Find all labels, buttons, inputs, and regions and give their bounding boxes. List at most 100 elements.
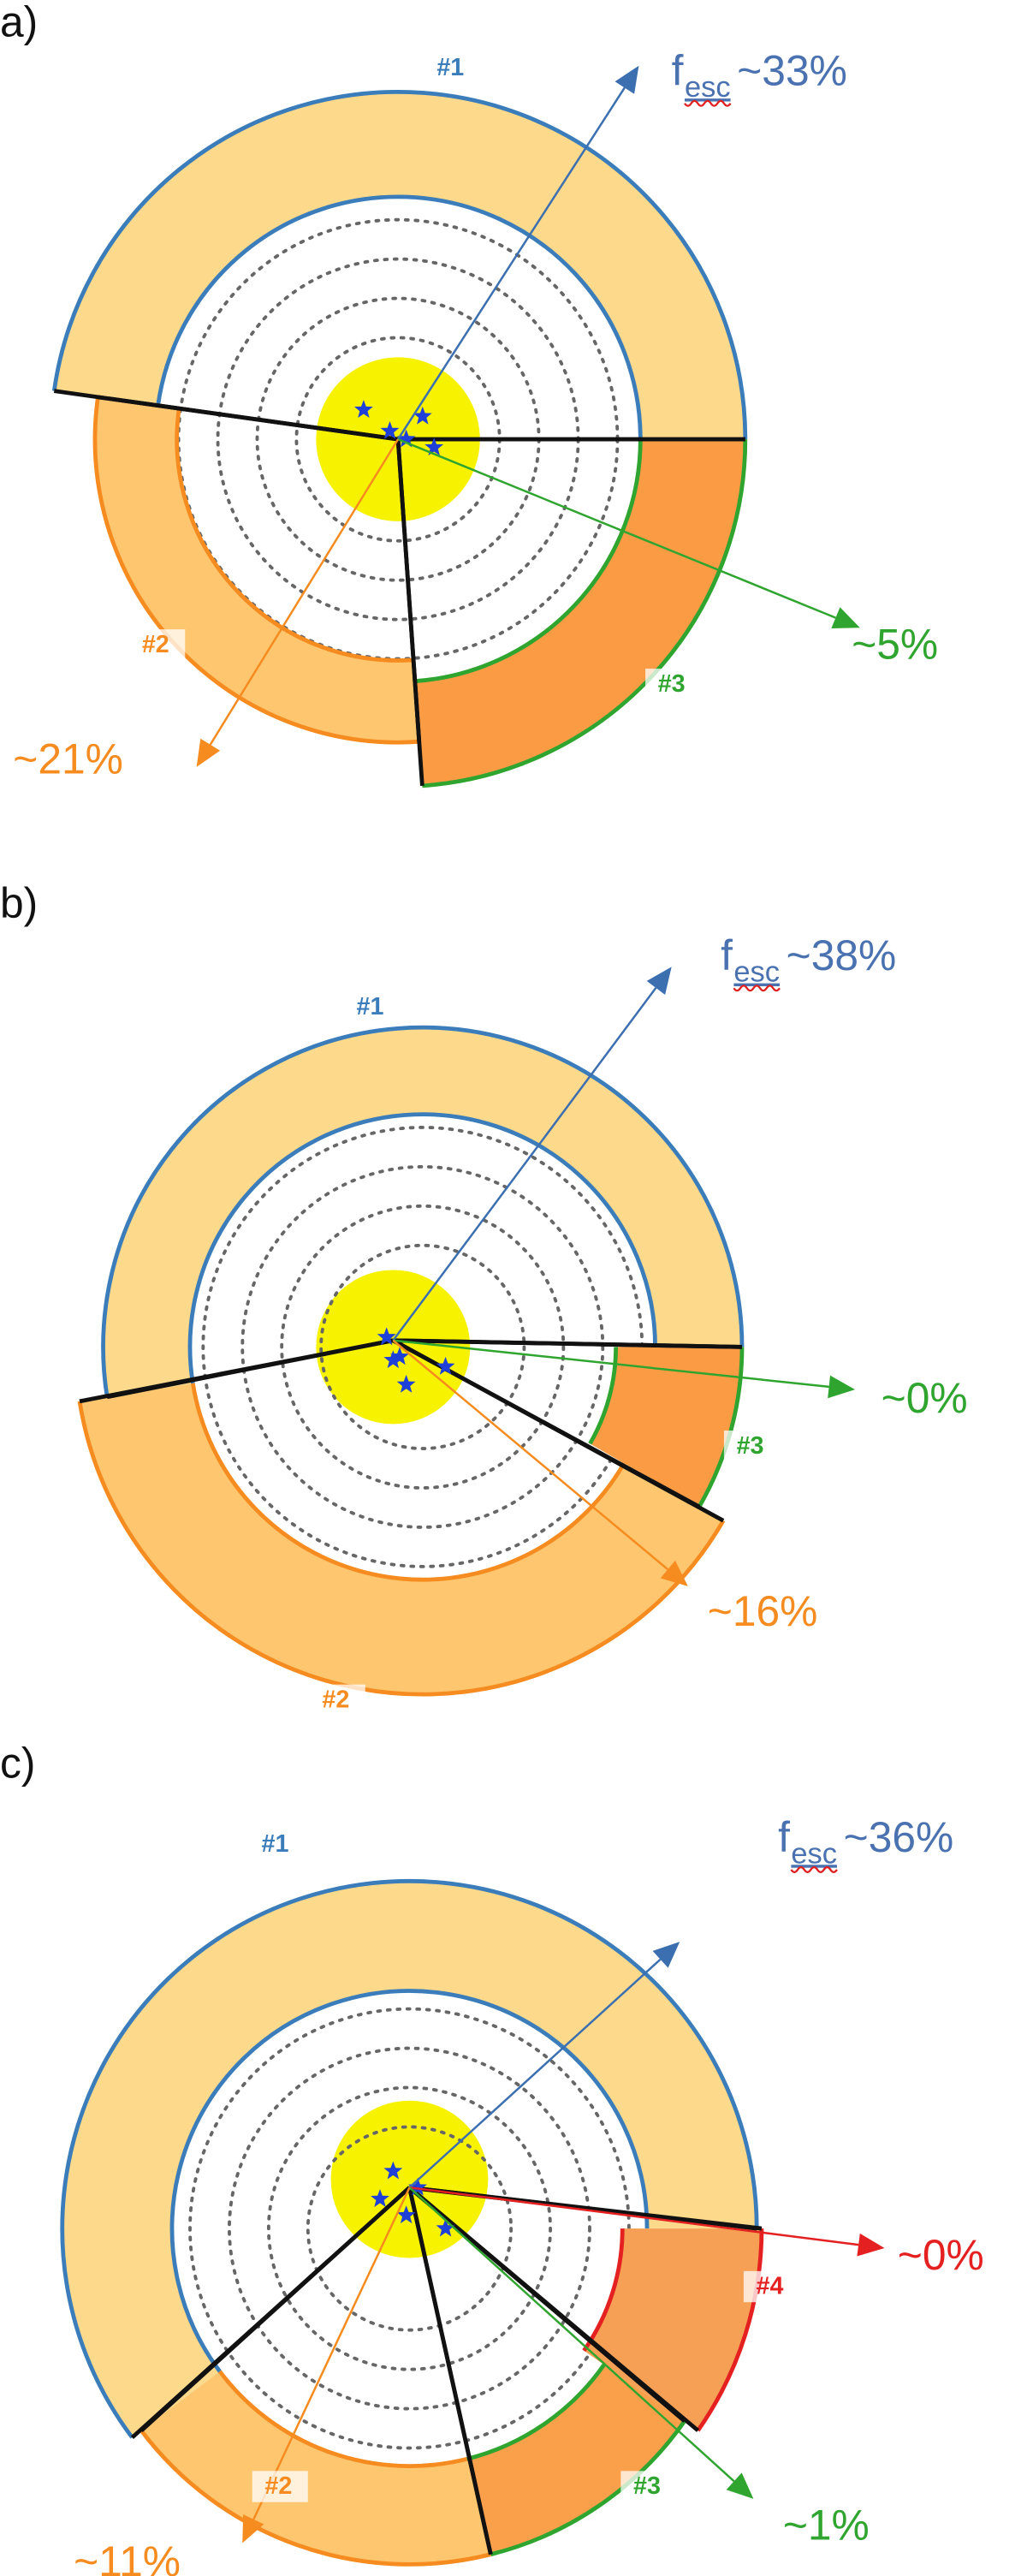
star [396, 2205, 416, 2224]
direction-arrow [209, 438, 400, 746]
sector-boundary [79, 1338, 394, 1404]
sector-boundary [395, 438, 424, 787]
fraction-label: ~21% [13, 735, 123, 783]
star [383, 1350, 403, 1369]
sector-boundary [393, 1338, 743, 1349]
fesc-value: ~38% [787, 931, 897, 979]
spell-underline [684, 99, 732, 107]
sector-boundary [407, 2186, 700, 2432]
sector-outer-edge [140, 2429, 491, 2567]
sector [466, 2365, 685, 2555]
label-box [620, 2471, 677, 2502]
fesc-value: ~36% [844, 1813, 954, 1861]
fesc-value: ~33% [737, 47, 847, 95]
sector-inner-edge [217, 2370, 468, 2468]
sector-boundary [140, 2186, 412, 2432]
star [436, 1356, 455, 1375]
star [383, 2161, 403, 2180]
region-label: #3 [737, 1432, 764, 1460]
escape-arrow [408, 1958, 662, 2189]
sector-inner-edge [187, 1112, 657, 1384]
sector-boundary [407, 2186, 493, 2555]
star [436, 2218, 455, 2237]
sector-boundary [98, 395, 399, 442]
sector-outer-edge [696, 2228, 764, 2432]
direction-arrow [392, 1339, 669, 1571]
sector [80, 1383, 724, 1695]
panel-label: c) [0, 1740, 35, 1788]
sector-inner-edge [190, 1383, 626, 1582]
label-box [645, 669, 702, 700]
region-label: #2 [322, 1686, 349, 1713]
region-label: #2 [142, 631, 169, 658]
label-box [309, 1684, 365, 1716]
dotted-shell [228, 2046, 591, 2411]
region-label: #2 [264, 2472, 292, 2500]
direction-arrow [409, 2186, 859, 2246]
label-box [743, 2270, 799, 2303]
escape-arrow [392, 987, 657, 1342]
star [390, 1347, 409, 1365]
sector-outer-edge [490, 2419, 686, 2557]
sector-outer-edge [51, 89, 748, 440]
fraction-label: ~11% [74, 2537, 181, 2576]
region-label: #1 [436, 54, 464, 81]
region-label: #3 [633, 2472, 661, 2500]
fesc-subscript: esc [685, 71, 731, 104]
star [396, 1374, 416, 1393]
star [424, 437, 444, 456]
sector-inner-edge [414, 439, 643, 684]
star [371, 2189, 389, 2207]
direction-arrow-head [242, 2514, 264, 2543]
direction-arrow-head [831, 607, 860, 629]
direction-arrow [397, 437, 836, 619]
star [413, 406, 432, 425]
label-box [248, 1829, 305, 1860]
direction-arrow-head [726, 2472, 754, 2499]
panel-label: a) [0, 0, 38, 45]
direction-arrow-head [828, 1375, 856, 1399]
sector-outer-edge [697, 1347, 745, 1508]
sector [103, 1027, 742, 1397]
region-label: #4 [757, 2273, 784, 2300]
sector [54, 92, 745, 440]
fraction-label: ~1% [783, 2502, 870, 2549]
direction-arrow [408, 2186, 735, 2483]
escape-arrow [397, 86, 626, 440]
escape-arrow-head [652, 1942, 680, 1968]
label-box [129, 629, 186, 661]
spell-underline [733, 985, 781, 992]
fesc-symbol: f [672, 47, 684, 95]
sector [95, 396, 419, 743]
sector [590, 1347, 742, 1508]
sector [141, 2371, 491, 2565]
region-label: #3 [658, 670, 686, 698]
dotted-shell [240, 1164, 605, 1529]
label-box [343, 991, 400, 1023]
sector-outer-edge [101, 1025, 745, 1398]
sector-inner-edge [156, 194, 643, 440]
sector-inner-edge [175, 408, 414, 663]
star [380, 421, 400, 439]
label-box [723, 1431, 781, 1462]
dotted-shell [280, 1204, 566, 1490]
star [377, 1327, 396, 1346]
region-label: #1 [262, 1830, 289, 1858]
dotted-shell [306, 2125, 514, 2332]
sector [584, 2228, 762, 2431]
panel-label: b) [0, 879, 38, 927]
core [316, 1270, 471, 1425]
fraction-label: ~5% [852, 621, 938, 669]
direction-arrow [252, 2186, 411, 2520]
fesc-subscript: esc [733, 956, 780, 989]
escape-arrow-head [646, 967, 672, 995]
sector-inner-edge [169, 1989, 650, 2373]
star [408, 2177, 427, 2196]
sector-inner-edge [466, 2363, 606, 2461]
fraction-label: ~16% [708, 1587, 818, 1635]
escape-arrow-head [614, 65, 639, 94]
fraction-label: ~0% [882, 1374, 968, 1422]
